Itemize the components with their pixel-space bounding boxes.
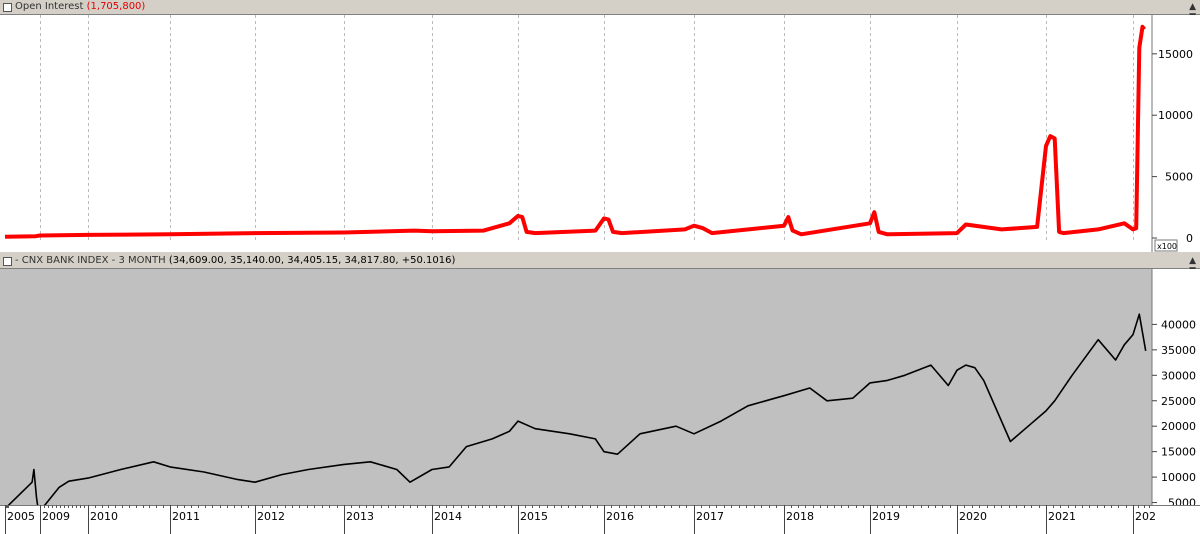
open-interest-ytick-label: 0 [1186,232,1193,245]
bank-index-pane: - CNX BANK INDEX - 3 MONTH (34,609.00, 3… [0,254,1200,534]
bank-index-plot-area [0,269,1152,505]
bank-index-ytick-label: 40000 [1161,318,1196,331]
bank-index-ohlc: (34,609.00, 35,140.00, 34,405.15, 34,817… [168,255,456,266]
open-interest-ytick-label: 10000 [1158,109,1193,122]
open-interest-title-text: Open Interest (1,705,800) [15,0,145,14]
open-interest-value: (1,705,800) [86,1,146,12]
open-interest-multiplier-label: x100 [1157,242,1177,251]
time-axis-label: 2018 [786,510,814,523]
time-axis-label: 2015 [520,510,548,523]
open-interest-pane: Open Interest (1,705,800) ▲▼ 0 5000 10000 1… [0,0,1200,252]
time-axis-label: 2016 [606,510,634,523]
open-interest-chart: 0 5000 10000 15000 x100 [0,15,1200,252]
bank-index-title: - CNX BANK INDEX - 3 MONTH [15,255,166,266]
time-axis-label: 2012 [257,510,285,523]
time-axis-label: 2005 [7,510,35,523]
open-interest-series-line [4,24,1146,239]
bank-index-ytick-label: 25000 [1161,395,1196,408]
bank-index-chart: 5000100001500020000250003000035000400002… [0,269,1200,534]
time-axis-label: 2014 [434,510,462,523]
bank-index-title-text: - CNX BANK INDEX - 3 MONTH (34,609.00, 3… [15,254,455,268]
time-axis-bar [0,505,1200,534]
time-axis-label: 202 [1135,510,1156,523]
time-axis-label: 2011 [172,510,200,523]
time-axis-label: 2009 [42,510,70,523]
bank-index-ytick-label: 30000 [1161,369,1196,382]
bank-index-ytick-label: 15000 [1161,446,1196,459]
bank-index-titlebar[interactable]: - CNX BANK INDEX - 3 MONTH (34,609.00, 3… [0,254,1200,276]
open-interest-ytick-label: 5000 [1165,171,1193,184]
bank-index-ytick-label: 10000 [1161,471,1196,484]
time-axis-label: 2017 [696,510,724,523]
bank-index-ytick-label: 35000 [1161,344,1196,357]
time-axis-label: 2020 [959,510,987,523]
pane-menu-box[interactable] [3,3,12,12]
open-interest-multiplier-box [1154,239,1178,252]
open-interest-title: Open Interest [15,1,84,12]
open-interest-plot-area [0,15,1152,252]
time-axis-label: 2010 [90,510,118,523]
bank-index-ytick-label: 20000 [1161,420,1196,433]
bank-index-series-line [4,313,1147,511]
open-interest-axis-area [1152,15,1200,252]
time-axis-label: 2021 [1048,510,1076,523]
open-interest-ytick-label: 15000 [1158,48,1193,61]
open-interest-titlebar[interactable]: Open Interest (1,705,800) ▲▼ [0,0,1200,22]
bank-index-axis-area [1152,269,1200,505]
pane-menu-box[interactable] [3,257,12,266]
time-axis-label: 2019 [872,510,900,523]
time-axis-label: 2013 [346,510,374,523]
